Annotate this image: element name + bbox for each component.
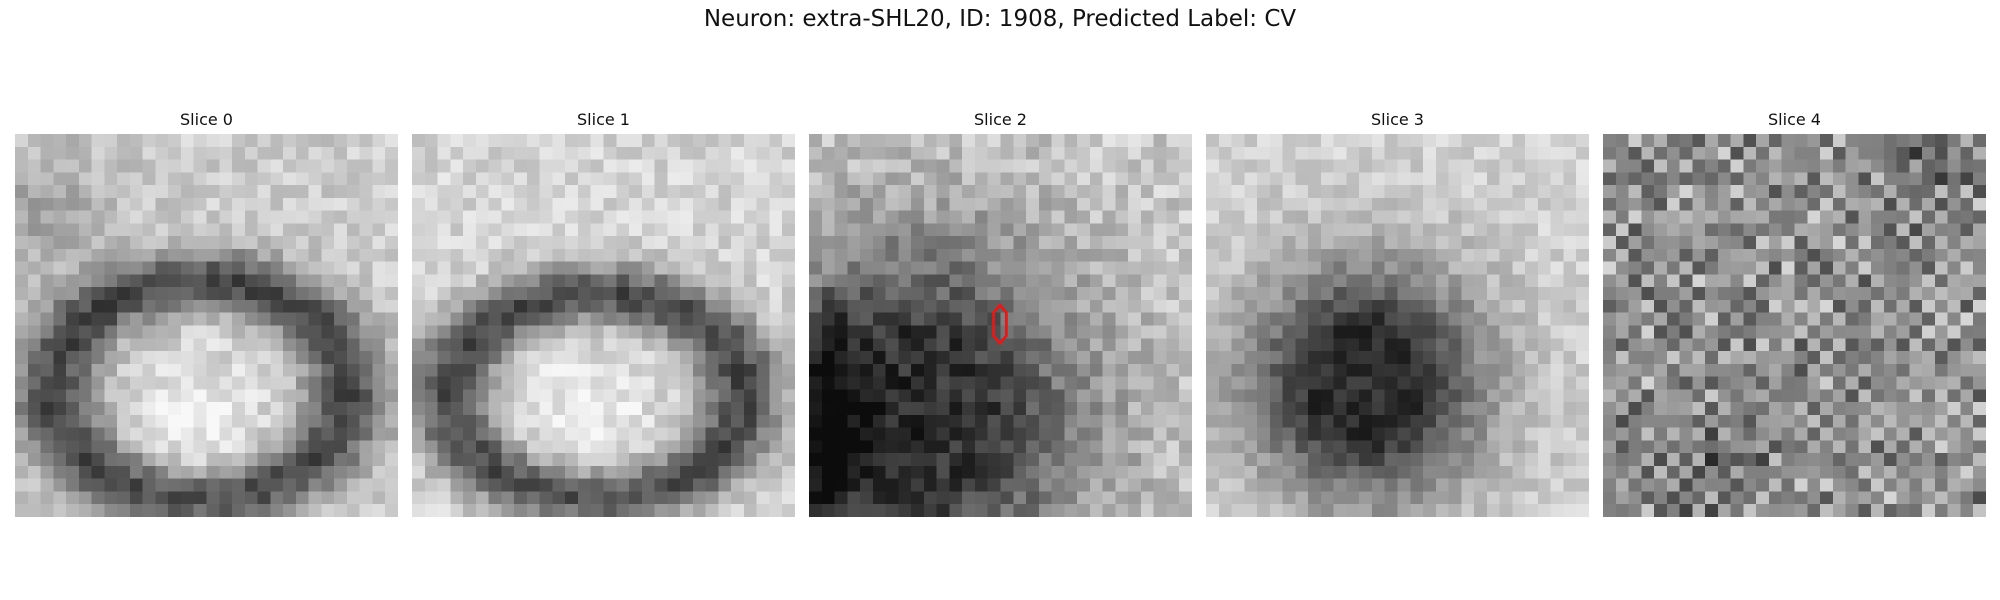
slice-title-0: Slice 0 xyxy=(180,110,233,129)
slice-panel-3: Slice 3 xyxy=(1206,110,1589,517)
slice-title-1: Slice 1 xyxy=(577,110,630,129)
slice-panel-0: Slice 0 xyxy=(15,110,398,517)
figure-title: Neuron: extra-SHL20, ID: 1908, Predicted… xyxy=(703,6,1297,32)
slice-panel-1: Slice 1 xyxy=(412,110,795,517)
slice-image-2 xyxy=(809,134,1192,517)
slice-title-3: Slice 3 xyxy=(1371,110,1424,129)
slice-image-1 xyxy=(412,134,795,517)
slice-image-0 xyxy=(15,134,398,517)
slice-title-2: Slice 2 xyxy=(974,110,1027,129)
red-marker-icon xyxy=(992,302,1008,346)
slice-panel-2: Slice 2 xyxy=(809,110,1192,517)
slice-title-4: Slice 4 xyxy=(1768,110,1821,129)
slice-panel-4: Slice 4 xyxy=(1603,110,1986,517)
slice-image-4 xyxy=(1603,134,1986,517)
slice-image-3 xyxy=(1206,134,1589,517)
